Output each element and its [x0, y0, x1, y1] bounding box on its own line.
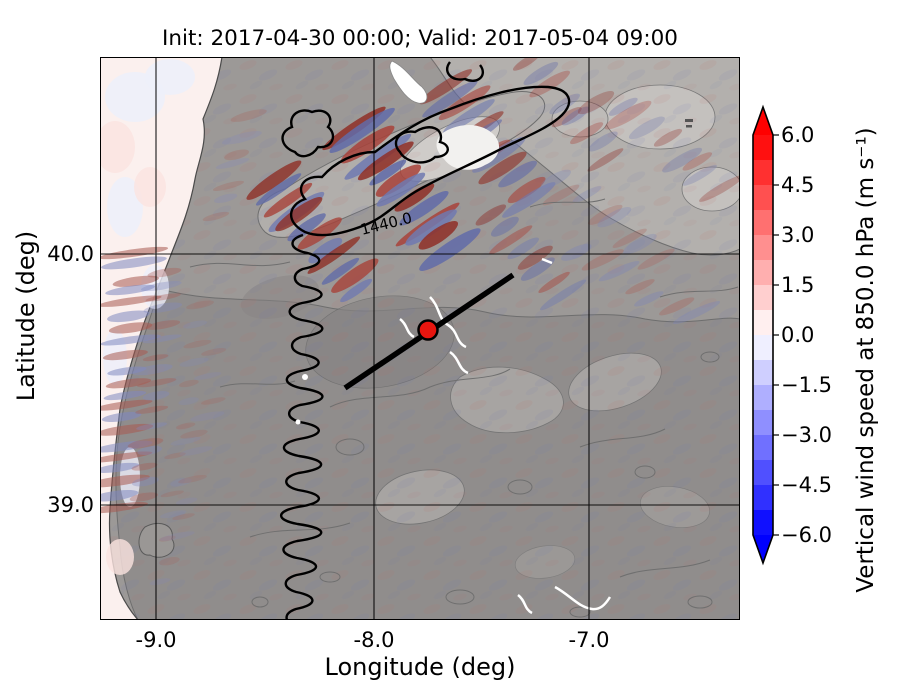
- cb-tick-1.5: 1.5: [781, 273, 815, 297]
- cb-tick--4.5: −4.5: [781, 473, 832, 497]
- x-tick--9.0: -9.0: [135, 628, 177, 652]
- white-speck: [295, 419, 301, 425]
- cb-tick-3.0: 3.0: [781, 223, 815, 247]
- x-axis-label: Longitude (deg): [324, 653, 516, 681]
- cb-tick-4.5: 4.5: [781, 173, 815, 197]
- grid-lines: [100, 57, 740, 620]
- colorbar-label: Vertical wind speed at 850.0 hPa (m s⁻¹): [853, 127, 879, 593]
- colorbar-tick-marks: [773, 134, 779, 536]
- dark-speck: [685, 119, 693, 122]
- colorbar-over-arrow: [753, 107, 773, 135]
- cb-tick-0.0: 0.0: [781, 323, 815, 347]
- plot-title: Init: 2017-04-30 00:00; Valid: 2017-05-0…: [162, 26, 678, 51]
- cb-tick--1.5: −1.5: [781, 373, 832, 397]
- map-plot-area: 1440.0: [100, 57, 740, 620]
- cb-tick--6.0: −6.0: [781, 523, 832, 547]
- y-tick-40.0: 40.0: [47, 242, 94, 266]
- dark-speck: [686, 125, 692, 128]
- cb-tick-6.0: 6.0: [781, 123, 815, 147]
- x-tick--8.0: -8.0: [353, 628, 395, 652]
- ocean-region: [100, 57, 223, 620]
- terrain-contour-1440m: [279, 61, 571, 620]
- mountain-wave-bands: [100, 57, 740, 586]
- colorbar-under-arrow: [753, 535, 773, 563]
- colorbar-segments: [753, 135, 773, 536]
- station-marker: [417, 319, 439, 341]
- white-valley-marks: [399, 257, 612, 615]
- y-axis-label: Latitude (deg): [12, 230, 40, 402]
- cb-tick--3.0: −3.0: [781, 423, 832, 447]
- white-patch: [389, 60, 428, 104]
- y-tick-39.0: 39.0: [47, 493, 94, 517]
- terrain-contours-thin: [189, 198, 739, 618]
- white-speck: [302, 374, 308, 380]
- colorbar: [752, 104, 779, 566]
- x-tick--7.0: -7.0: [568, 628, 610, 652]
